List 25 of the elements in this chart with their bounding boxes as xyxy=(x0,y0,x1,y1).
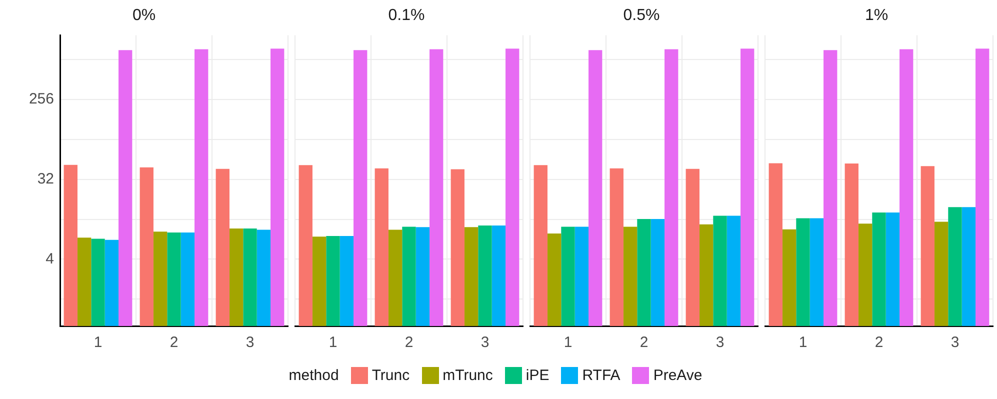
x-tick-label: 3 xyxy=(480,334,490,352)
chart-title: 1% xyxy=(864,7,888,24)
legend-label: mTrunc xyxy=(442,367,493,384)
chart-title: 0.5% xyxy=(623,7,660,24)
legend-label: iPE xyxy=(526,367,550,384)
y-tick-label: 32 xyxy=(37,170,54,188)
x-tick-label: 1 xyxy=(328,334,338,352)
y-tick-label: 4 xyxy=(46,250,54,268)
x-tick-label: 1 xyxy=(564,334,572,352)
x-tick-label: 3 xyxy=(716,334,724,352)
y-tick-label: 256 xyxy=(28,90,54,108)
legend-title: method xyxy=(288,367,339,384)
x-tick-label: 2 xyxy=(640,334,648,352)
legend-label: Trunc xyxy=(372,367,410,384)
x-tick-label: 3 xyxy=(246,334,254,352)
x-tick-label: 2 xyxy=(404,334,414,352)
legend-label: PreAve xyxy=(653,367,702,384)
x-tick-label: 3 xyxy=(950,334,960,352)
legend-label: RTFA xyxy=(582,367,620,384)
x-tick-label: 2 xyxy=(170,334,178,352)
chart-title: 0.1% xyxy=(388,7,425,24)
x-tick-label: 2 xyxy=(874,334,884,352)
x-tick-label: 1 xyxy=(94,334,102,352)
x-tick-label: 1 xyxy=(798,334,808,352)
chart-title: 0% xyxy=(132,7,156,24)
